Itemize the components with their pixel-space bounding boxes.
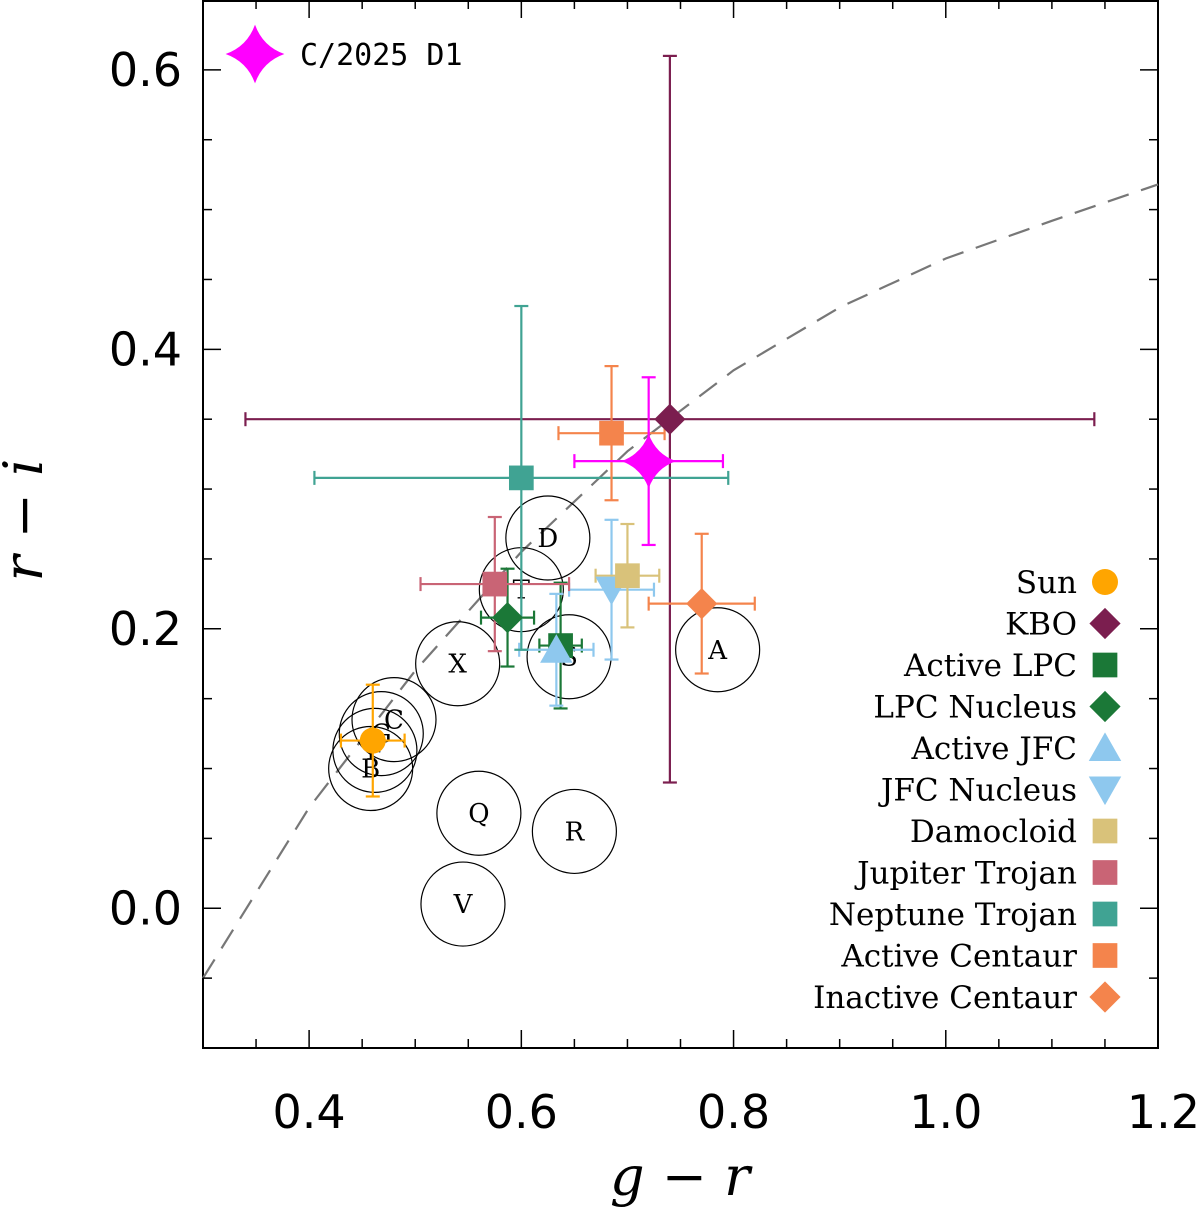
taxon-label: C bbox=[384, 706, 404, 736]
y-tick-label: 0.0 bbox=[109, 881, 182, 935]
point-lpc-nucleus bbox=[491, 602, 524, 634]
legend-marker bbox=[1089, 607, 1121, 640]
legend-marker bbox=[1088, 732, 1122, 761]
taxon-circle bbox=[415, 621, 501, 707]
taxon-label: B bbox=[361, 755, 380, 785]
taxon-circle bbox=[436, 770, 522, 856]
taxon-circle bbox=[332, 707, 418, 793]
legend-item-active-centaur: Active Centaur bbox=[840, 939, 1118, 975]
legend-label: Active JFC bbox=[911, 731, 1078, 767]
taxon-label: X bbox=[448, 650, 467, 680]
tick-layer: 0.4 0.6 0.8 1.0 1.2 0.0 0.2 0.4 0.6 bbox=[109, 0, 1200, 1139]
legend-marker bbox=[1092, 569, 1118, 595]
legend: Sun KBO Active LPC LPC Nucleus Active JFC JFC… bbox=[225, 24, 1122, 1016]
legend-item-active-jfc: Active JFC bbox=[911, 731, 1122, 767]
point-kbo bbox=[654, 403, 686, 435]
legend-label: Jupiter Trojan bbox=[854, 856, 1077, 892]
taxonomy-class-layer: ABCFGDTXSQRV bbox=[328, 495, 761, 947]
legend-marker bbox=[1089, 981, 1121, 1013]
legend-item-c-2025-d1: C/2025 D1 bbox=[225, 24, 463, 84]
x-tick-label: 1.2 bbox=[1127, 1085, 1200, 1139]
point-damocloid bbox=[615, 563, 640, 589]
y-tick-label: 0.4 bbox=[109, 322, 182, 376]
taxon-label: A bbox=[707, 636, 728, 666]
point-sun bbox=[359, 727, 386, 754]
marker-layer bbox=[359, 403, 718, 754]
legend-marker bbox=[1088, 776, 1122, 806]
point-inactive-centaur bbox=[686, 588, 718, 620]
legend-marker bbox=[225, 24, 285, 84]
point-c-2025-d1 bbox=[621, 433, 676, 489]
x-tick-label: 0.8 bbox=[697, 1085, 770, 1139]
legend-label: Sun bbox=[1016, 565, 1077, 601]
legend-item-active-lpc: Active LPC bbox=[903, 648, 1118, 684]
taxon-label: V bbox=[453, 890, 474, 920]
x-tick-label: 0.6 bbox=[485, 1085, 558, 1139]
legend-label: Active LPC bbox=[903, 648, 1077, 684]
point-active-centaur bbox=[599, 420, 624, 446]
legend-label: KBO bbox=[1005, 607, 1077, 643]
taxon-label: R bbox=[565, 817, 586, 847]
taxon-class-r: R bbox=[531, 788, 617, 875]
x-axis-label: g − r bbox=[610, 1145, 753, 1208]
legend-marker bbox=[1092, 901, 1118, 927]
taxon-class-d: D bbox=[505, 495, 591, 581]
legend-item-damocloid: Damocloid bbox=[910, 814, 1118, 850]
taxon-label: Q bbox=[468, 799, 489, 829]
taxon-class-v: V bbox=[420, 861, 506, 947]
point-active-jfc bbox=[540, 634, 573, 663]
taxon-class-x: X bbox=[415, 621, 501, 707]
taxon-circle bbox=[351, 677, 437, 763]
taxon-label: D bbox=[537, 524, 558, 554]
taxon-circle bbox=[338, 690, 424, 777]
error-bar-layer bbox=[244, 54, 1096, 798]
legend-label: LPC Nucleus bbox=[873, 690, 1077, 726]
x-tick-label: 0.4 bbox=[273, 1085, 346, 1139]
legend-label: Damocloid bbox=[910, 814, 1077, 850]
y-tick-label: 0.2 bbox=[109, 602, 182, 656]
taxon-class-a: A bbox=[675, 607, 761, 693]
legend-item-lpc-nucleus: LPC Nucleus bbox=[873, 690, 1121, 726]
legend-marker bbox=[1092, 652, 1118, 678]
point-jupiter-trojan bbox=[482, 571, 508, 597]
legend-label: Neptune Trojan bbox=[829, 897, 1077, 933]
y-tick-label: 0.6 bbox=[109, 43, 182, 97]
taxon-circle bbox=[420, 861, 506, 947]
x-tick-label: 1.0 bbox=[909, 1085, 982, 1139]
legend-item-jupiter-trojan: Jupiter Trojan bbox=[854, 856, 1118, 892]
y-axis-label: r − i bbox=[0, 459, 55, 582]
legend-label: Inactive Centaur bbox=[813, 980, 1077, 1016]
taxon-class-q: Q bbox=[436, 770, 522, 856]
legend-label: Active Centaur bbox=[840, 939, 1077, 975]
legend-label: JFC Nucleus bbox=[878, 773, 1077, 809]
legend-item-inactive-centaur: Inactive Centaur bbox=[813, 980, 1121, 1016]
legend-item-sun: Sun bbox=[1016, 565, 1118, 601]
legend-label: C/2025 D1 bbox=[300, 38, 463, 73]
taxon-circle bbox=[675, 607, 761, 693]
point-neptune-trojan bbox=[508, 465, 534, 491]
legend-marker bbox=[1092, 943, 1118, 968]
legend-item-neptune-trojan: Neptune Trojan bbox=[829, 897, 1118, 933]
legend-item-jfc-nucleus: JFC Nucleus bbox=[878, 773, 1122, 809]
legend-marker bbox=[1092, 818, 1118, 844]
legend-marker bbox=[1092, 860, 1118, 885]
legend-item-kbo: KBO bbox=[1005, 607, 1121, 643]
taxon-circle bbox=[505, 495, 591, 581]
taxon-class-c: C bbox=[351, 677, 437, 763]
taxon-circle bbox=[531, 788, 617, 875]
legend-marker bbox=[1089, 690, 1121, 723]
